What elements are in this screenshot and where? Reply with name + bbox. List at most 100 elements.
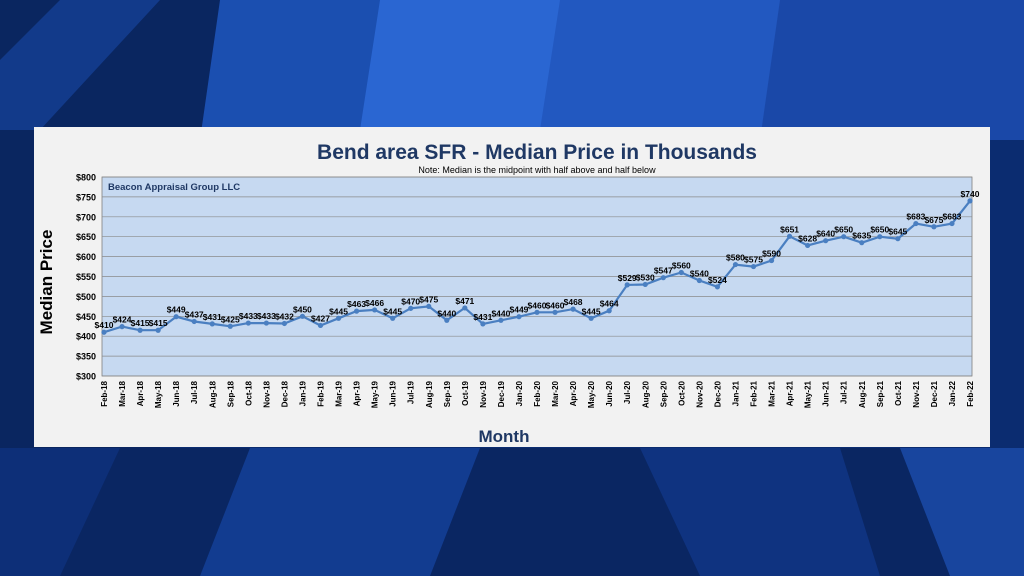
data-label: $683 [906, 212, 925, 222]
data-label: $427 [311, 313, 330, 323]
data-label: $590 [762, 249, 781, 259]
y-tick-label: $500 [76, 292, 96, 302]
x-tick-label: Nov-18 [262, 380, 271, 407]
data-label: $740 [961, 189, 980, 199]
data-label: $433 [239, 311, 258, 321]
data-point [426, 303, 432, 309]
data-label: $650 [870, 225, 889, 235]
x-tick-label: Apr-20 [569, 380, 578, 406]
data-point [570, 306, 576, 312]
data-label: $440 [491, 308, 510, 318]
data-label: $463 [347, 299, 366, 309]
data-points [101, 198, 973, 335]
data-label: $415 [149, 318, 168, 328]
data-label: $640 [816, 229, 835, 239]
x-tick-label: Jun-18 [172, 380, 181, 406]
x-tick-label: Mar-18 [118, 380, 127, 406]
data-label: $530 [636, 272, 655, 282]
x-tick-label: Apr-18 [136, 380, 145, 406]
data-label: $471 [455, 296, 474, 306]
x-tick-label: Jul-20 [623, 380, 632, 404]
data-point [119, 324, 125, 330]
data-point [895, 236, 901, 242]
data-label: $466 [365, 298, 384, 308]
x-tick-label: Aug-21 [858, 380, 867, 408]
x-tick-label: Dec-20 [713, 380, 722, 407]
data-label: $460 [546, 300, 565, 310]
data-label: $470 [401, 296, 420, 306]
data-point [227, 323, 233, 329]
data-label: $449 [509, 305, 528, 315]
x-axis-label: Month [479, 427, 530, 446]
data-point [516, 314, 522, 320]
data-label: $683 [942, 212, 961, 222]
data-label: $424 [113, 315, 132, 325]
data-point [805, 242, 811, 249]
data-point [335, 315, 342, 321]
data-point [624, 282, 630, 288]
data-label: $468 [564, 297, 583, 307]
x-tick-label: Jul-18 [190, 380, 199, 404]
y-tick-label: $600 [76, 252, 96, 262]
data-point [317, 322, 324, 329]
data-point [859, 240, 865, 246]
x-tick-label: Aug-19 [425, 380, 434, 408]
y-tick-label: $400 [76, 332, 96, 342]
data-point [696, 277, 702, 284]
x-axis-ticks: Feb-18 Mar-18 Apr-18 May-18 Jun-18 Jul-18 Aug-… [100, 380, 975, 408]
data-point [913, 220, 919, 227]
data-point [606, 308, 612, 314]
y-tick-label: $350 [76, 352, 96, 362]
x-tick-label: Jan-21 [731, 380, 740, 406]
data-point [444, 317, 450, 323]
data-label: $433 [257, 311, 276, 321]
data-point [137, 327, 143, 333]
watermark-label: Beacon Appraisal Group LLC [108, 182, 240, 193]
data-label: $425 [221, 314, 240, 324]
data-label: $449 [167, 305, 186, 315]
x-tick-label: Sep-18 [226, 380, 235, 407]
data-point [588, 315, 594, 321]
data-label: $445 [383, 306, 402, 316]
data-point [714, 284, 721, 290]
data-label: $415 [131, 318, 150, 328]
data-label: $450 [293, 304, 312, 314]
y-tick-label: $650 [76, 232, 96, 242]
data-point [534, 309, 540, 315]
x-tick-label: Dec-19 [497, 380, 506, 407]
x-tick-label: May-19 [371, 380, 380, 408]
x-tick-label: Jun-20 [605, 380, 614, 406]
data-label: $431 [203, 312, 222, 322]
x-tick-label: Aug-18 [208, 380, 217, 408]
data-point [750, 263, 757, 270]
x-tick-label: Dec-18 [280, 380, 289, 407]
data-point [949, 220, 955, 227]
chart-title: Bend area SFR - Median Price in Thousand… [317, 141, 757, 164]
data-point [877, 234, 883, 240]
x-tick-label: Dec-21 [930, 380, 939, 407]
data-label: $410 [95, 320, 114, 330]
gridlines [102, 176, 972, 377]
data-label: $529 [618, 273, 637, 283]
data-label: $540 [690, 268, 709, 278]
data-labels: $410$424 $415 $415$449 $437 $431 $425 $433 $433… [95, 189, 980, 330]
x-tick-label: May-21 [804, 380, 813, 408]
data-point [372, 307, 378, 313]
data-point [967, 198, 973, 204]
data-point [390, 315, 396, 321]
data-label: $445 [329, 306, 348, 316]
data-point [263, 320, 269, 326]
data-label: $675 [924, 215, 943, 225]
data-label: $547 [654, 266, 673, 276]
x-tick-label: Feb-19 [317, 380, 326, 406]
data-point [462, 305, 468, 311]
y-tick-label: $550 [76, 272, 96, 282]
y-axis-label: Median Price [37, 230, 56, 335]
data-label: $560 [672, 261, 691, 271]
x-tick-label: Oct-20 [677, 380, 686, 405]
x-tick-label: Apr-19 [353, 380, 362, 406]
data-point [678, 269, 684, 276]
x-tick-label: Jan-22 [948, 380, 957, 406]
x-tick-label: Nov-19 [479, 380, 488, 407]
data-label: $440 [437, 308, 456, 318]
